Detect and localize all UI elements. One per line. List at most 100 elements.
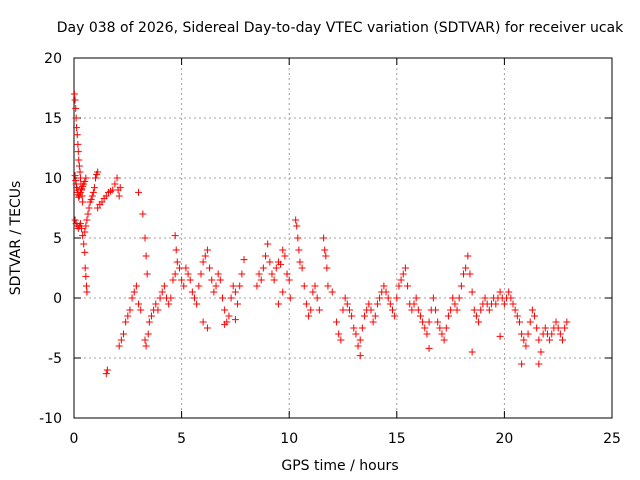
- data-point: [253, 282, 261, 290]
- data-point: [358, 324, 366, 332]
- data-point: [376, 294, 384, 302]
- data-point: [203, 246, 211, 254]
- x-tick-label: 5: [177, 431, 186, 447]
- data-point: [371, 312, 379, 320]
- data-point: [231, 288, 239, 296]
- y-tick-label: 5: [53, 231, 62, 247]
- data-point: [117, 336, 125, 344]
- data-point: [231, 316, 239, 324]
- data-point: [135, 188, 143, 196]
- data-point: [182, 264, 190, 272]
- data-point: [518, 360, 526, 368]
- data-point: [354, 342, 362, 350]
- data-point: [429, 294, 437, 302]
- data-point: [83, 288, 91, 296]
- data-point: [94, 204, 102, 212]
- data-point: [266, 258, 274, 266]
- data-point: [401, 264, 409, 272]
- data-point: [531, 312, 539, 320]
- data-point: [356, 336, 364, 344]
- data-point: [277, 260, 285, 268]
- data-point: [535, 336, 543, 344]
- data-point: [227, 294, 235, 302]
- data-point: [98, 198, 106, 206]
- data-point: [139, 210, 147, 218]
- data-point: [337, 336, 345, 344]
- data-point: [154, 306, 162, 314]
- y-tick-label: 15: [44, 111, 62, 127]
- data-point: [335, 330, 343, 338]
- data-point: [292, 216, 300, 224]
- data-point: [412, 294, 420, 302]
- x-tick-label: 20: [495, 431, 513, 447]
- data-point: [268, 270, 276, 278]
- data-point: [462, 264, 470, 272]
- data-point: [365, 300, 373, 308]
- data-point: [293, 222, 301, 230]
- data-point: [438, 330, 446, 338]
- data-point: [559, 336, 567, 344]
- data-point: [520, 336, 528, 344]
- data-point: [238, 270, 246, 278]
- data-point: [384, 294, 392, 302]
- data-point: [440, 336, 448, 344]
- data-point: [199, 258, 207, 266]
- data-point: [313, 294, 321, 302]
- data-point: [171, 270, 179, 278]
- data-point: [144, 330, 152, 338]
- data-point: [81, 264, 89, 272]
- data-point: [216, 276, 224, 284]
- data-point: [548, 330, 556, 338]
- data-point: [188, 288, 196, 296]
- data-point: [453, 306, 461, 314]
- data-point: [171, 232, 179, 240]
- data-point: [76, 220, 84, 228]
- data-point: [79, 198, 87, 206]
- data-point: [537, 348, 545, 356]
- data-point: [320, 234, 328, 242]
- data-point: [546, 336, 554, 344]
- data-point: [186, 276, 194, 284]
- data-point: [524, 330, 532, 338]
- data-point: [449, 294, 457, 302]
- data-point: [475, 318, 483, 326]
- data-point: [82, 272, 90, 280]
- data-point: [472, 312, 480, 320]
- data-point: [500, 300, 508, 308]
- data-point: [158, 288, 166, 296]
- data-point: [75, 193, 83, 201]
- data-point: [236, 282, 244, 290]
- data-point: [457, 282, 465, 290]
- data-point: [541, 324, 549, 332]
- data-point: [102, 192, 110, 200]
- data-point: [103, 366, 111, 374]
- x-tick-label: 25: [603, 431, 621, 447]
- data-point: [295, 246, 303, 254]
- y-axis-label: SDTVAR / TECUs: [8, 181, 24, 296]
- data-point: [212, 282, 220, 290]
- data-point: [80, 240, 88, 248]
- data-point: [328, 288, 336, 296]
- data-point: [76, 188, 84, 196]
- data-point: [468, 348, 476, 356]
- data-point: [94, 168, 102, 176]
- data-point: [444, 312, 452, 320]
- data-point: [272, 264, 280, 272]
- data-point: [197, 270, 205, 278]
- data-point: [373, 300, 381, 308]
- data-point: [83, 216, 91, 224]
- data-point: [321, 246, 329, 254]
- data-point: [528, 306, 536, 314]
- data-point: [214, 270, 222, 278]
- data-point: [410, 300, 418, 308]
- data-point: [119, 330, 127, 338]
- data-point: [563, 318, 571, 326]
- data-point: [399, 270, 407, 278]
- data-point: [356, 352, 364, 360]
- data-point: [82, 222, 90, 230]
- data-point: [505, 288, 513, 296]
- data-point: [111, 180, 119, 188]
- data-point: [324, 282, 332, 290]
- data-point: [496, 332, 504, 340]
- data-point: [404, 282, 412, 290]
